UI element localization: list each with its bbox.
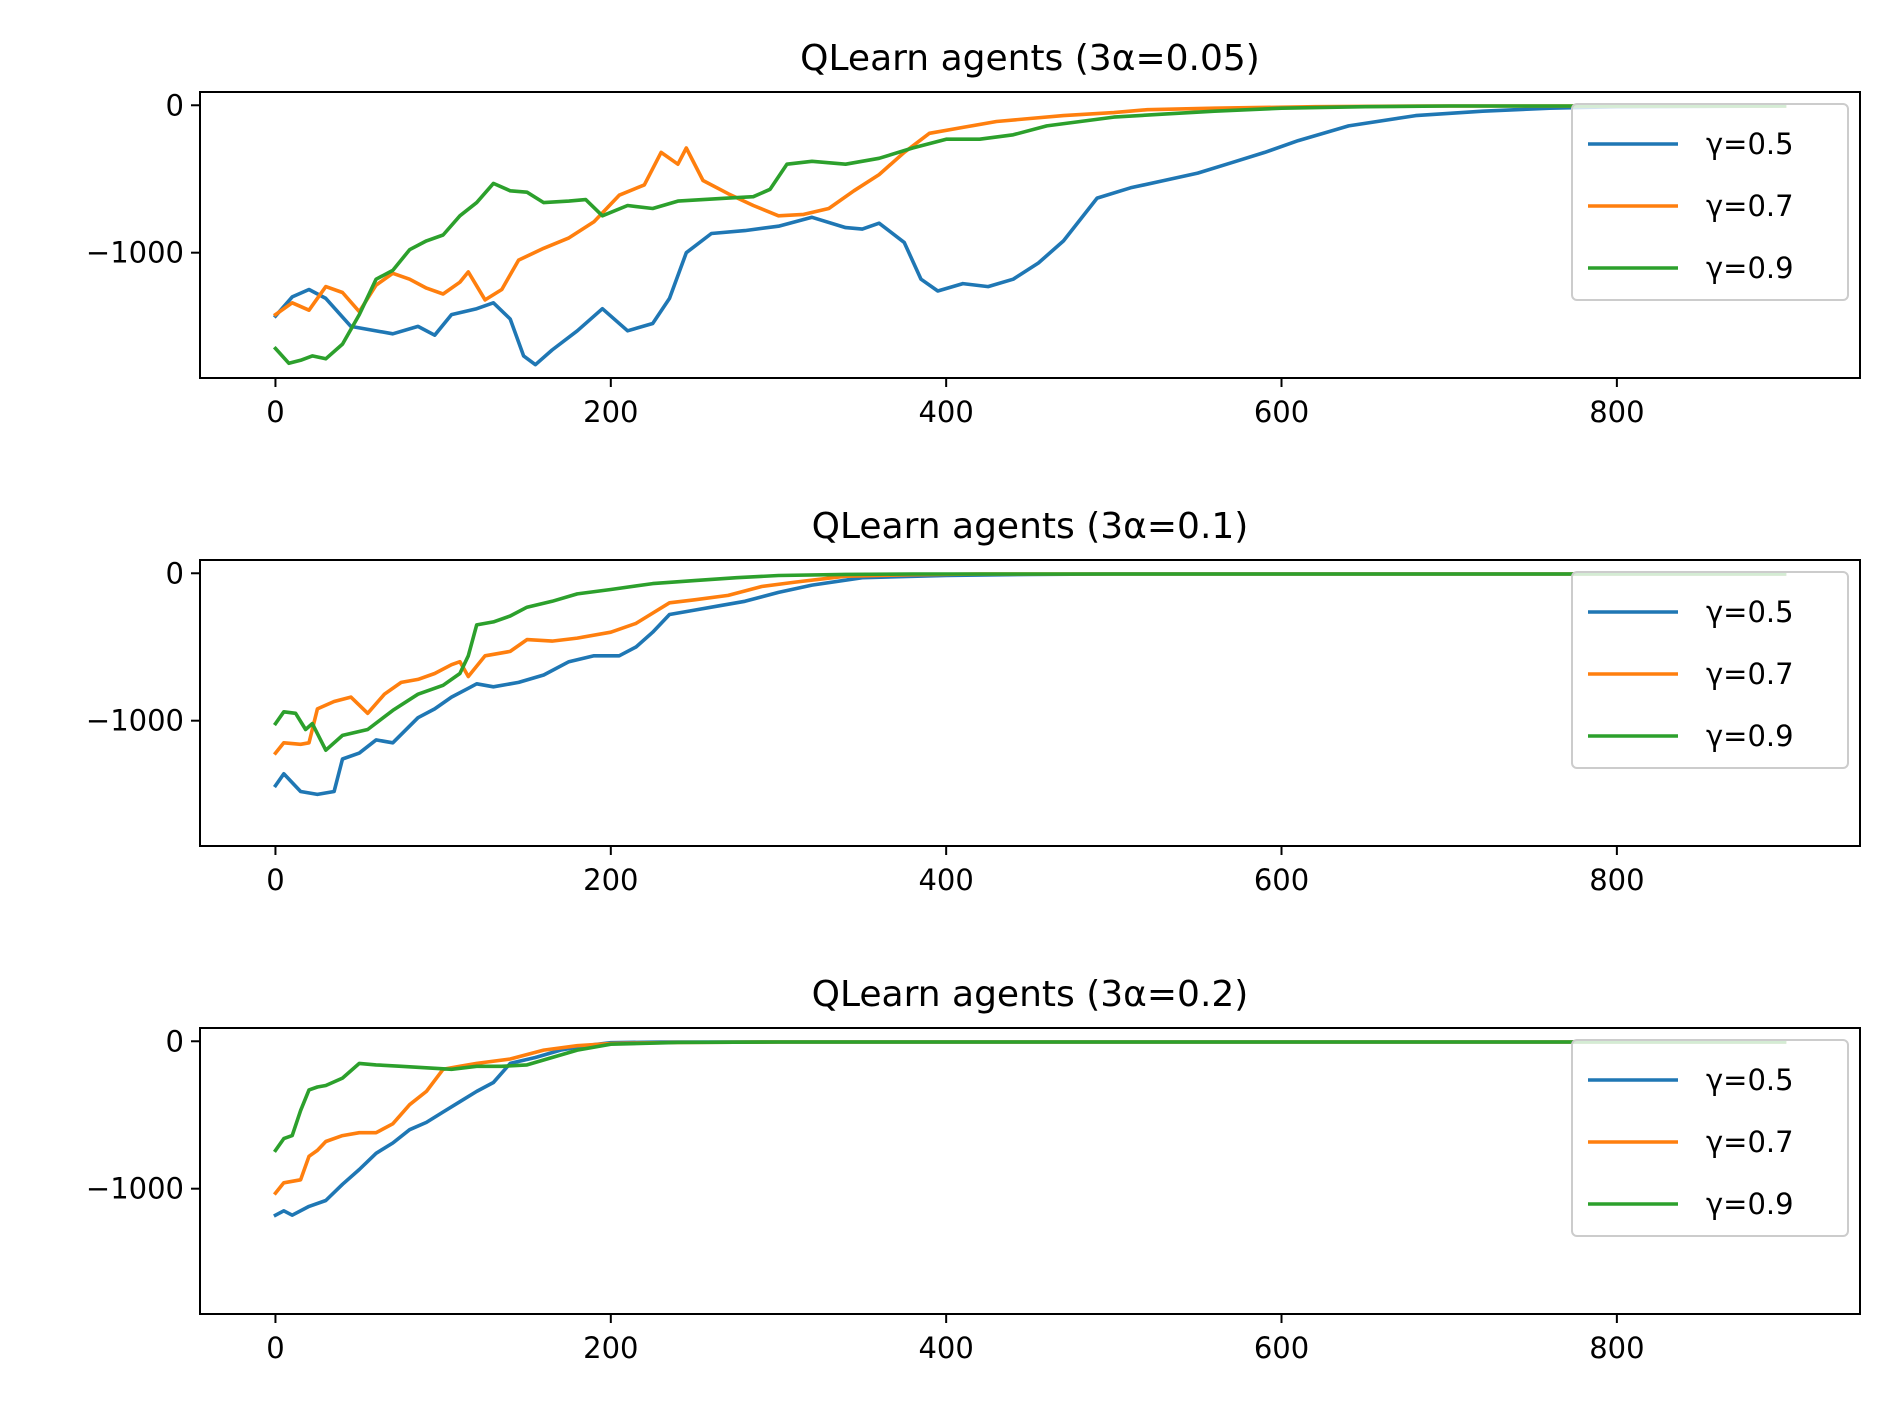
x-tick-label: 200 bbox=[583, 863, 638, 897]
x-tick-label: 800 bbox=[1589, 395, 1644, 429]
legend-box bbox=[1571, 1039, 1849, 1237]
series-line-2 bbox=[272, 572, 1787, 756]
series-line-1 bbox=[272, 104, 1787, 367]
x-tick-label: 800 bbox=[1589, 863, 1644, 897]
subplot-1: QLearn agents (3α=0.05) 0 200 400 600 800 0 −10… bbox=[86, 38, 1861, 429]
x-tick-label: 0 bbox=[266, 1331, 284, 1365]
y-tick-label: −1000 bbox=[86, 236, 184, 270]
x-tick-label: 400 bbox=[918, 395, 973, 429]
chart-title: QLearn agents (3α=0.05) bbox=[800, 38, 1260, 79]
x-tick-label: 0 bbox=[266, 395, 284, 429]
y-tick-label: −1000 bbox=[86, 1172, 184, 1206]
x-tick-label: 600 bbox=[1254, 395, 1309, 429]
series-line-3 bbox=[272, 1040, 1787, 1153]
series-line-2 bbox=[272, 104, 1787, 318]
axes-frame bbox=[199, 559, 1861, 847]
y-tick-label: −1000 bbox=[86, 704, 184, 738]
subplot-3: QLearn agents (3α=0.2) 0 200 400 600 800 0 −100… bbox=[86, 974, 1861, 1365]
legend: γ=0.5 γ=0.7 γ=0.9 bbox=[1571, 103, 1849, 301]
y-tick-label: 0 bbox=[166, 556, 184, 590]
x-tick-label: 400 bbox=[918, 863, 973, 897]
legend: γ=0.5 γ=0.7 γ=0.9 bbox=[1571, 1039, 1849, 1237]
y-tick-label: 0 bbox=[166, 88, 184, 122]
legend-label: γ=0.5 bbox=[1706, 1063, 1794, 1097]
subplot-2: QLearn agents (3α=0.1) 0 200 400 600 800 0 −100… bbox=[86, 506, 1861, 897]
legend-box bbox=[1571, 103, 1849, 301]
legend: γ=0.5 γ=0.7 γ=0.9 bbox=[1571, 571, 1849, 769]
y-tick-label: 0 bbox=[166, 1024, 184, 1058]
series-line-3 bbox=[272, 104, 1787, 366]
axes-frame bbox=[199, 91, 1861, 379]
chart-title: QLearn agents (3α=0.2) bbox=[812, 974, 1249, 1015]
legend-label: γ=0.7 bbox=[1706, 189, 1794, 223]
legend-label: γ=0.9 bbox=[1706, 719, 1794, 753]
legend-label: γ=0.7 bbox=[1706, 1125, 1794, 1159]
x-tick-label: 600 bbox=[1254, 1331, 1309, 1365]
x-tick-label: 800 bbox=[1589, 1331, 1644, 1365]
x-tick-label: 600 bbox=[1254, 863, 1309, 897]
series-line-1 bbox=[272, 572, 1787, 797]
chart-title: QLearn agents (3α=0.1) bbox=[812, 506, 1249, 547]
legend-label: γ=0.7 bbox=[1706, 657, 1794, 691]
legend-label: γ=0.9 bbox=[1706, 251, 1794, 285]
axes-frame bbox=[199, 1027, 1861, 1315]
legend-box bbox=[1571, 571, 1849, 769]
legend-label: γ=0.9 bbox=[1706, 1187, 1794, 1221]
legend-label: γ=0.5 bbox=[1706, 595, 1794, 629]
series-line-3 bbox=[272, 572, 1787, 753]
x-tick-label: 200 bbox=[583, 1331, 638, 1365]
x-tick-label: 400 bbox=[918, 1331, 973, 1365]
x-tick-label: 200 bbox=[583, 395, 638, 429]
x-tick-label: 0 bbox=[266, 863, 284, 897]
legend-label: γ=0.5 bbox=[1706, 127, 1794, 161]
